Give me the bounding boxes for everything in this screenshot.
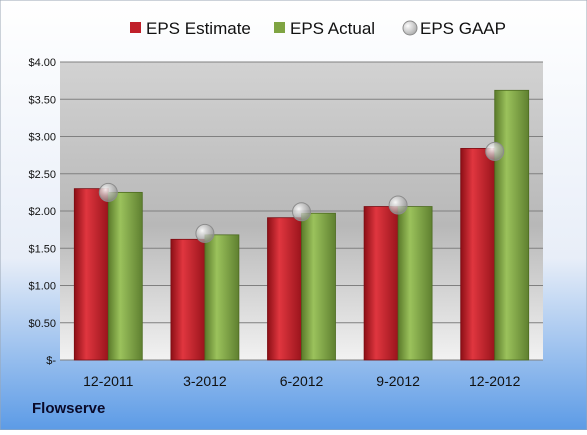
- y-tick-label: $0.50: [28, 318, 56, 330]
- y-tick-label: $3.50: [28, 94, 56, 106]
- legend-label: EPS GAAP: [420, 19, 506, 38]
- bar-eps-actual: [301, 212, 336, 361]
- x-tick-label: 12-2011: [83, 373, 134, 389]
- marker-eps-gaap: [195, 223, 215, 243]
- marker-eps-gaap: [388, 195, 408, 215]
- x-axis-ticks: 12-2011 3-2012 6-2012 9-2012 12-2012: [83, 373, 520, 389]
- bar-eps-estimate: [170, 238, 206, 361]
- legend: EPS Estimate EPS Actual EPS GAAP: [130, 19, 506, 38]
- y-tick-label: $3.00: [28, 132, 56, 144]
- legend-swatch: [402, 20, 418, 36]
- y-tick-label: $1.00: [28, 281, 56, 293]
- y-axis-ticks: $- $0.50 $1.00 $1.50 $2.00 $2.50 $3.00 $3.50 $4.…: [28, 57, 56, 367]
- y-tick-label: $4.00: [28, 57, 56, 69]
- bar-eps-actual: [494, 89, 530, 361]
- bar-eps-actual: [107, 191, 143, 361]
- bars: [73, 89, 530, 361]
- gaap-markers: [98, 141, 505, 243]
- bar-eps-estimate: [363, 206, 399, 361]
- y-tick-label: $1.50: [28, 243, 56, 255]
- bar-eps-actual: [397, 206, 433, 361]
- company-name: Flowserve: [32, 400, 106, 417]
- legend-item-eps-gaap: EPS GAAP: [402, 19, 506, 38]
- legend-label: EPS Estimate: [146, 19, 251, 38]
- marker-eps-gaap: [292, 202, 311, 222]
- x-tick-label: 9-2012: [376, 373, 420, 389]
- y-tick-label: $-: [46, 355, 56, 367]
- x-tick-label: 3-2012: [183, 373, 227, 389]
- legend-label: EPS Actual: [290, 19, 375, 38]
- legend-swatch: [130, 22, 141, 33]
- x-tick-label: 6-2012: [280, 373, 324, 389]
- bar-eps-actual: [204, 234, 240, 361]
- legend-item-eps-actual: EPS Actual: [274, 19, 375, 38]
- y-tick-label: $2.00: [28, 206, 56, 218]
- y-tick-label: $2.50: [28, 169, 56, 181]
- marker-eps-gaap: [98, 182, 118, 202]
- legend-swatch: [274, 22, 285, 33]
- x-tick-label: 12-2012: [469, 373, 521, 389]
- bar-eps-estimate: [267, 217, 302, 361]
- marker-eps-gaap: [485, 141, 505, 161]
- bar-eps-estimate: [460, 148, 496, 361]
- bar-eps-estimate: [73, 188, 109, 361]
- legend-item-eps-estimate: EPS Estimate: [130, 19, 251, 38]
